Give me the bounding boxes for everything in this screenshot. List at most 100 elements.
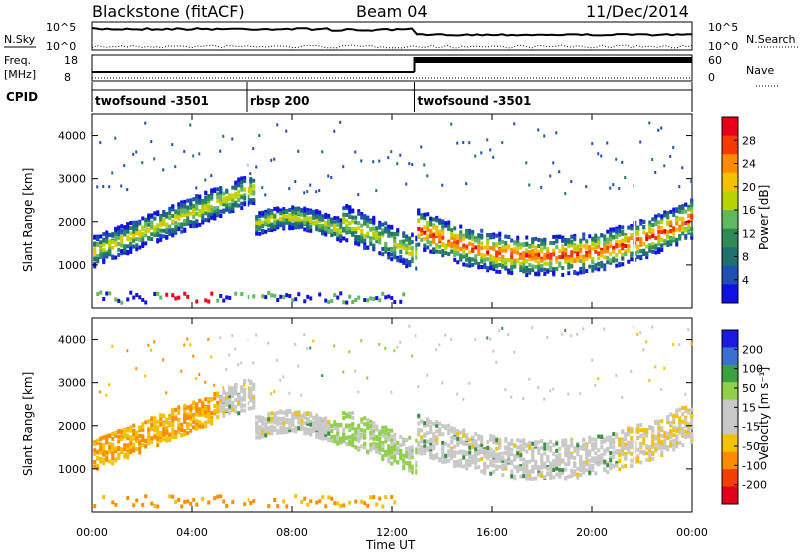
velocity-echo-cell	[450, 338, 453, 342]
power-echo-cell	[645, 234, 649, 239]
beam-title: Beam 04	[356, 2, 428, 21]
velocity-echo-cell	[516, 469, 520, 474]
velocity-echo-cell	[177, 422, 181, 427]
velocity-echo-cell	[321, 495, 325, 500]
power-echo-cell	[363, 234, 367, 239]
velocity-echo-cell	[270, 411, 274, 416]
search-noise-trace	[91, 44, 693, 49]
velocity-echo-cell	[252, 396, 256, 401]
power-echo-cell	[174, 220, 178, 225]
velocity-colorbar-swatch	[722, 434, 738, 453]
power-echo-cell	[396, 255, 400, 260]
power-echo-cell	[354, 150, 357, 154]
power-echo-cell	[279, 211, 283, 216]
power-echo-cell	[168, 216, 172, 221]
velocity-echo-cell	[138, 433, 142, 438]
velocity-echo-cell	[357, 446, 361, 451]
cpid-segment-label: rbsp 200	[250, 94, 309, 108]
power-echo-cell	[339, 224, 343, 229]
velocity-echo-cell	[132, 432, 136, 437]
power-echo-cell	[345, 206, 349, 211]
velocity-echo-cell	[573, 446, 577, 451]
velocity-echo-cell	[321, 374, 324, 378]
velocity-echo-cell	[501, 326, 504, 330]
velocity-echo-cell	[600, 435, 604, 440]
power-echo-cell	[174, 225, 178, 230]
power-echo-cell	[285, 215, 289, 220]
velocity-echo-cell	[450, 429, 454, 434]
velocity-echo-cell	[510, 469, 514, 474]
power-echo-cell	[132, 229, 136, 234]
power-echo-cell	[330, 218, 334, 223]
velocity-echo-cell	[117, 456, 121, 461]
velocity-echo-cell	[129, 434, 133, 439]
power-echo-cell	[495, 255, 499, 260]
velocity-echo-cell	[510, 440, 514, 445]
power-echo-cell	[204, 190, 208, 195]
velocity-echo-cell	[597, 448, 601, 453]
velocity-echo-cell	[222, 413, 226, 418]
velocity-echo-cell	[429, 451, 433, 456]
velocity-echo-cell	[276, 416, 280, 421]
power-echo-cell	[282, 209, 286, 214]
power-echo-cell	[336, 232, 340, 237]
power-echo-cell	[606, 245, 610, 250]
velocity-echo-cell	[588, 470, 592, 475]
velocity-echo-cell	[291, 417, 295, 422]
power-echo-cell	[351, 215, 355, 220]
velocity-echo-cell	[348, 427, 352, 432]
velocity-echo-cell	[408, 435, 412, 440]
velocity-echo-cell	[582, 438, 586, 443]
velocity-echo-cell	[456, 461, 460, 466]
power-echo-cell	[435, 232, 439, 237]
velocity-echo-cell	[522, 465, 526, 470]
power-echo-cell	[273, 214, 277, 219]
velocity-echo-cell	[684, 405, 688, 410]
power-echo-cell	[249, 198, 253, 203]
power-echo-cell	[597, 244, 601, 249]
power-echo-cell	[414, 251, 418, 256]
power-echo-cell	[210, 188, 214, 193]
power-echo-cell	[162, 218, 166, 223]
velocity-echo-cell	[390, 445, 394, 450]
velocity-echo-cell	[678, 416, 682, 421]
velocity-echo-cell	[270, 416, 274, 421]
velocity-echo-cell	[480, 445, 484, 450]
velocity-echo-cell	[315, 419, 319, 424]
velocity-echo-cell	[447, 458, 451, 463]
velocity-echo-cell	[264, 433, 268, 438]
velocity-echo-cell	[297, 416, 301, 421]
velocity-echo-cell	[630, 463, 634, 468]
velocity-echo-cell	[228, 353, 231, 357]
velocity-echo-cell	[588, 466, 592, 471]
noise-right-tick-top: 10^5	[708, 21, 738, 34]
velocity-echo-cell	[231, 403, 235, 408]
velocity-echo-cell	[588, 449, 592, 454]
velocity-echo-cell	[216, 409, 220, 414]
power-echo-cell	[504, 234, 508, 239]
velocity-echo-cell	[444, 458, 448, 463]
power-echo-cell	[438, 233, 442, 238]
power-echo-cell	[339, 230, 343, 235]
power-echo-cell	[324, 212, 328, 217]
velocity-echo-cell	[423, 444, 427, 449]
power-echo-cell	[585, 256, 589, 261]
power-echo-cell	[228, 193, 232, 198]
velocity-echo-cell	[546, 456, 550, 461]
velocity-echo-cell	[636, 332, 639, 336]
power-echo-cell	[327, 226, 331, 231]
velocity-echo-cell	[618, 442, 622, 447]
velocity-echo-cell	[510, 447, 514, 452]
velocity-echo-cell	[621, 429, 625, 434]
velocity-echo-cell	[534, 441, 538, 446]
velocity-echo-cell	[687, 431, 691, 436]
power-echo-cell	[339, 120, 342, 124]
velocity-echo-cell	[459, 437, 463, 442]
power-echo-cell	[672, 207, 676, 212]
velocity-echo-cell	[678, 407, 682, 412]
power-echo-cell	[591, 236, 595, 241]
velocity-echo-cell	[453, 464, 457, 469]
power-echo-cell	[504, 258, 508, 263]
velocity-echo-cell	[594, 460, 598, 465]
power-echo-cell	[522, 268, 526, 273]
